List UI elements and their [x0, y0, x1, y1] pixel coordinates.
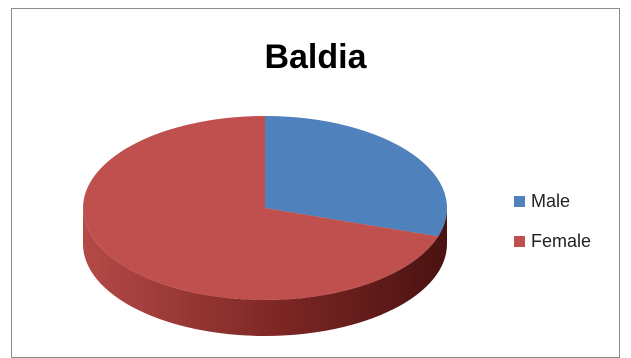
chart-title: Baldia: [264, 38, 367, 76]
pie-slice-male: [265, 116, 447, 237]
legend-swatch-female: [514, 235, 525, 247]
legend-label-female: Female: [531, 230, 592, 251]
pie-side-wall: [83, 208, 447, 336]
legend-item-male: Male: [514, 190, 591, 212]
legend-item-female: Female: [514, 230, 591, 252]
legend-swatch-male: [514, 195, 525, 207]
pie-slice-female: [83, 116, 439, 300]
legend-label-male: Male: [531, 190, 571, 211]
legend: Male Female: [514, 190, 591, 270]
